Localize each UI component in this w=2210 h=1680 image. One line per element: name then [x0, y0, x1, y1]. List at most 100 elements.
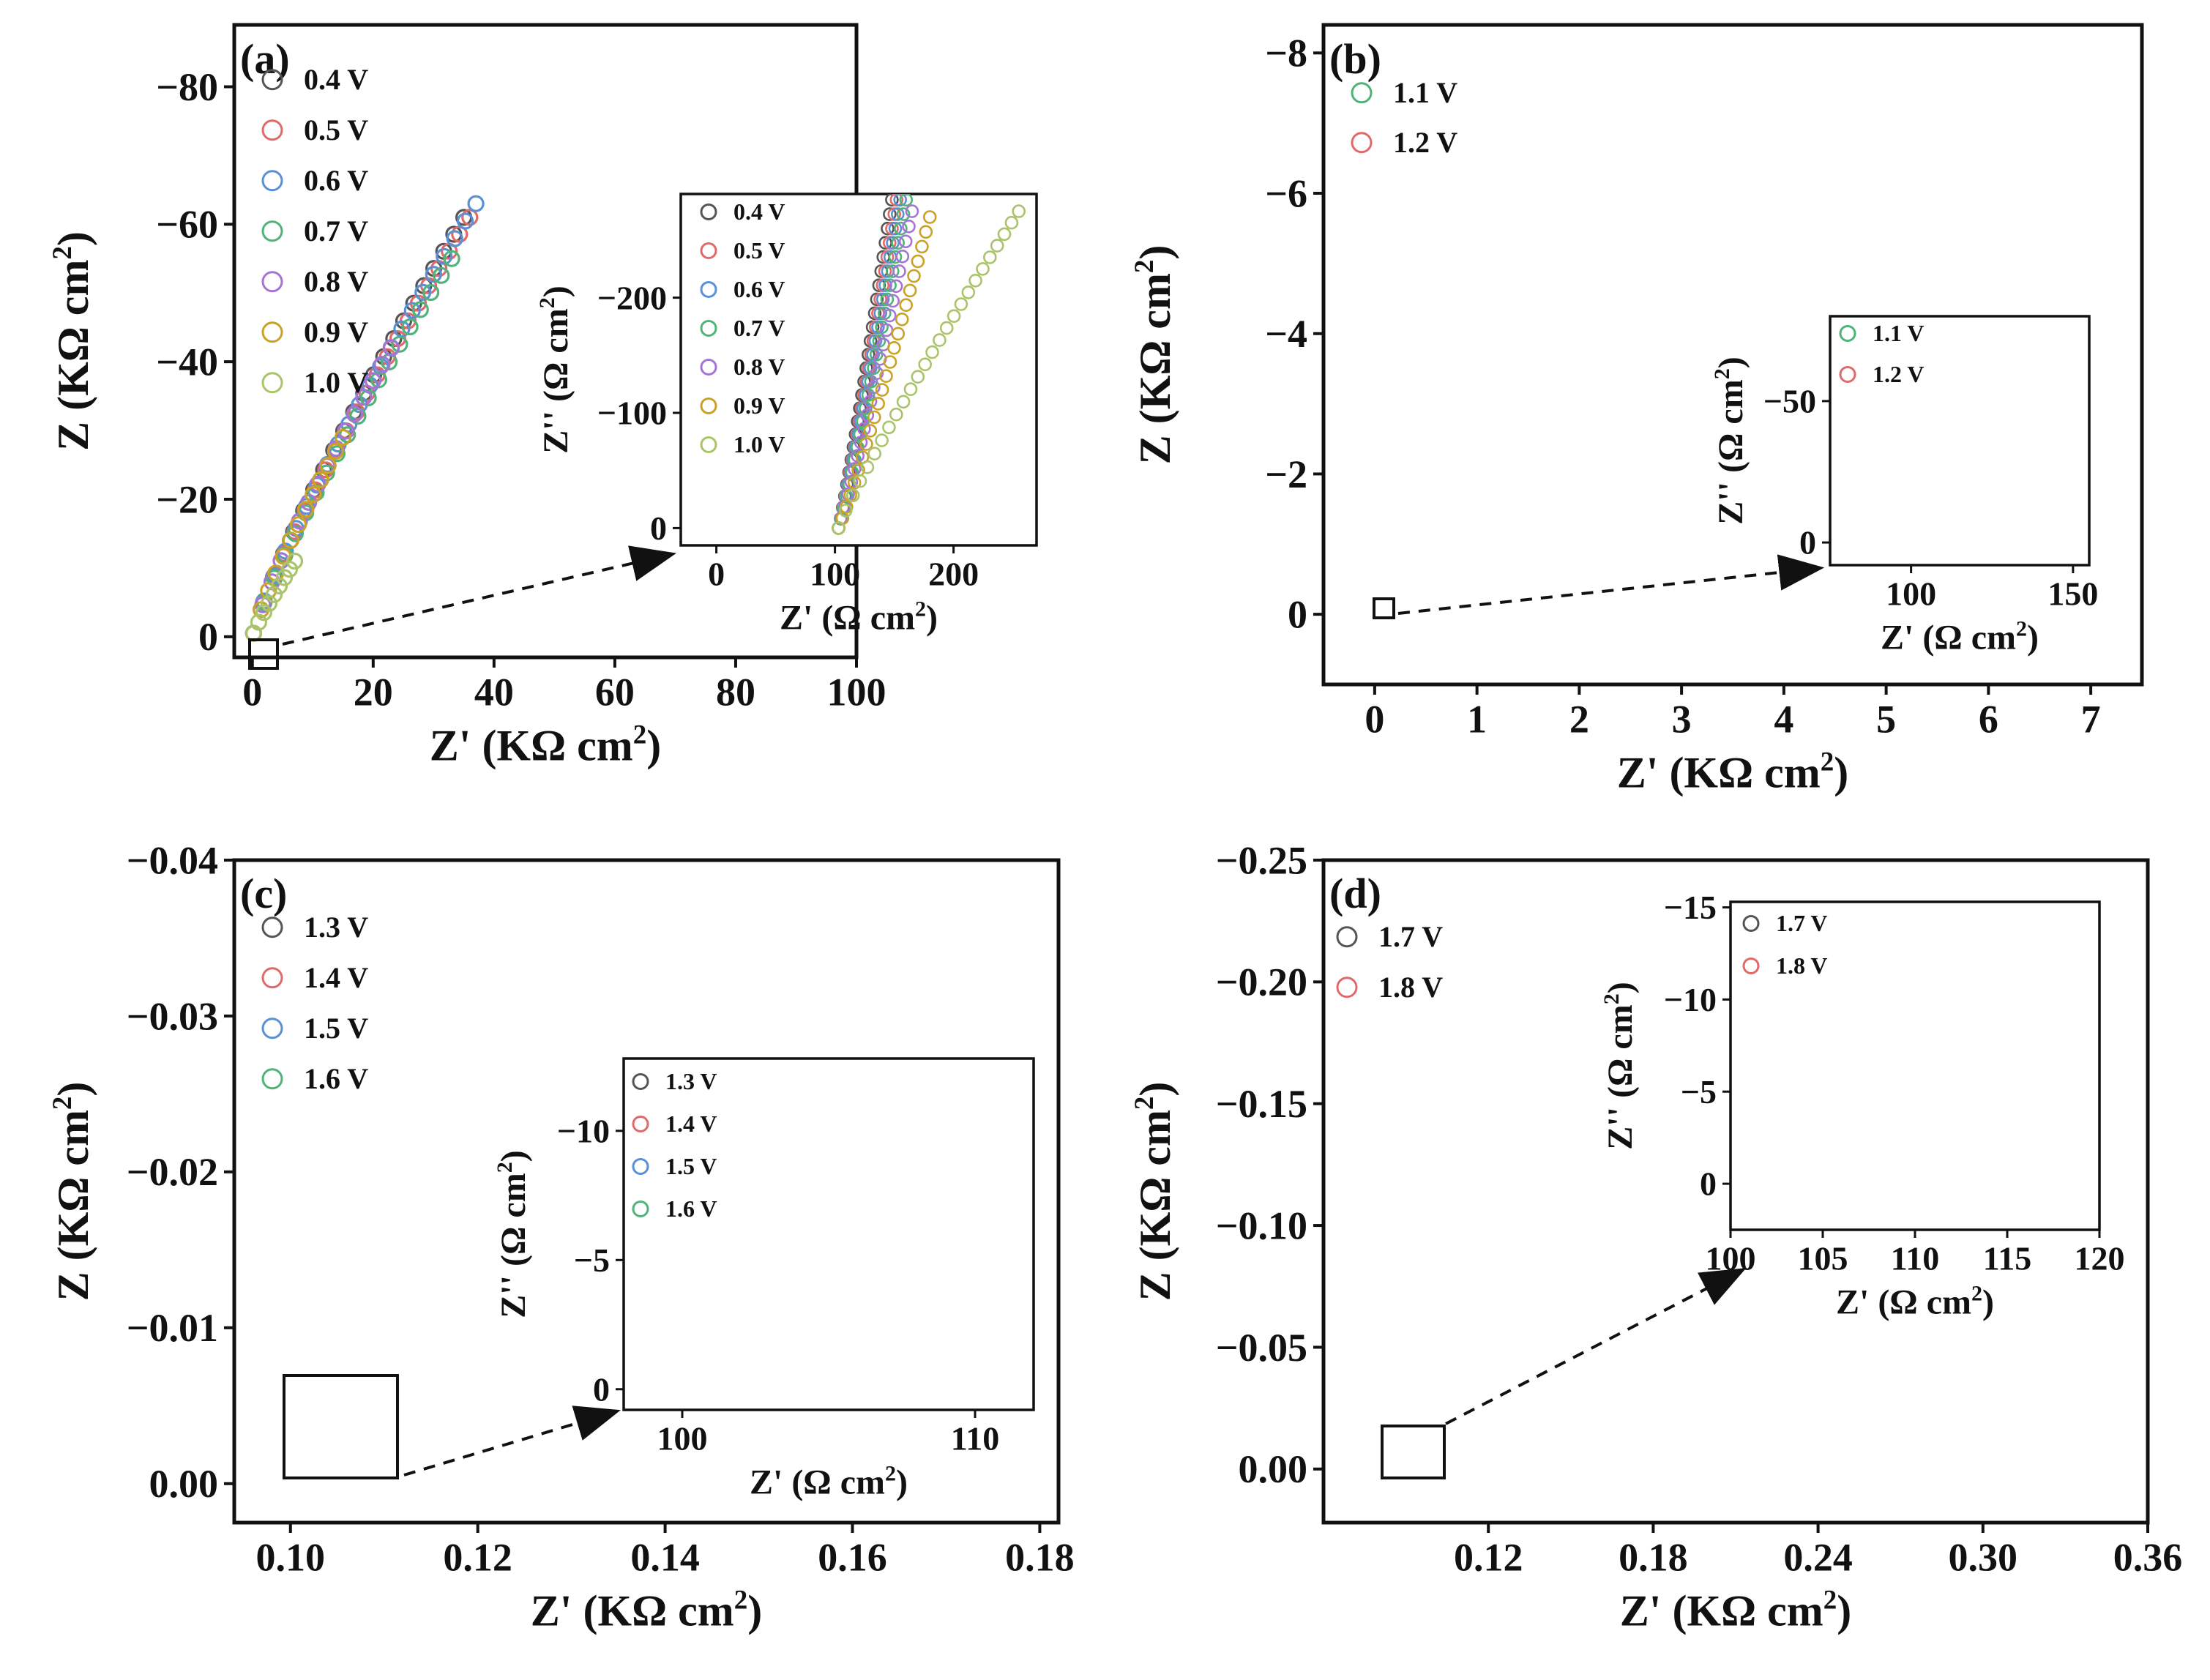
inset-y-tick-label: 0: [1700, 1165, 1717, 1203]
legend-marker: [700, 242, 717, 259]
data-point: [889, 407, 903, 422]
data-point: [346, 406, 363, 423]
legend-label: 1.4 V: [304, 961, 368, 994]
legend-marker: [261, 119, 283, 141]
data-point: [898, 234, 913, 249]
data-point: [382, 339, 400, 356]
legend-marker: [1742, 914, 1760, 932]
data-point: [467, 195, 485, 212]
inset-x-tick-label: 120: [2075, 1240, 2125, 1277]
data-point: [883, 355, 897, 369]
inset-frame: [1729, 900, 2101, 1231]
legend-label: 1.3 V: [304, 911, 368, 944]
data-point: [255, 604, 272, 621]
data-point: [863, 424, 878, 438]
panel-label: (c): [240, 870, 287, 917]
data-point: [446, 230, 463, 247]
legend-marker: [1336, 926, 1358, 948]
main-y-axis-label: Z (KΩ cm2): [1130, 245, 1179, 465]
main-x-axis-label: Z' (KΩ cm2): [430, 720, 661, 769]
data-point: [403, 302, 421, 319]
zoom-arrow: [403, 1405, 621, 1476]
main-y-tick-label: −6: [1265, 171, 1307, 215]
data-point: [876, 292, 890, 307]
data-point: [250, 613, 267, 631]
data-point: [373, 356, 391, 373]
legend-label: 1.4 V: [665, 1110, 717, 1137]
main-markers: [244, 195, 485, 642]
legend-label: 1.7 V: [1776, 910, 1828, 936]
legend-label: 0.8 V: [733, 354, 785, 380]
data-point: [334, 428, 352, 447]
main-x-tick-label: 1: [1467, 697, 1487, 741]
data-point: [879, 369, 893, 384]
data-point: [857, 422, 871, 436]
inset-x-axis-label: Z' (Ω cm2): [1836, 1282, 1994, 1322]
legend-marker: [1839, 324, 1856, 342]
main-y-tick-label: 0: [1288, 593, 1307, 637]
data-point: [903, 382, 918, 397]
data-point: [983, 250, 997, 264]
main-x-tick-label: 0.12: [443, 1535, 512, 1579]
data-point: [873, 306, 887, 321]
inset-x-tick-label: 200: [928, 556, 979, 593]
legend-label: 0.7 V: [304, 214, 368, 247]
data-point: [859, 437, 873, 451]
data-point: [422, 283, 440, 302]
data-point: [461, 209, 479, 226]
main-x-tick-label: 0: [1365, 697, 1384, 741]
main-x-tick-label: 2: [1569, 697, 1589, 741]
main-x-tick-label: 4: [1774, 697, 1793, 741]
data-point: [868, 334, 883, 348]
legend-label: 1.2 V: [1393, 126, 1457, 159]
legend-label: 1.0 V: [304, 366, 368, 399]
data-point: [893, 194, 907, 207]
main-y-tick-label: −0.05: [1216, 1326, 1307, 1370]
inset-x-tick-label: 110: [1891, 1240, 1939, 1277]
inset-y-axis-label: Z'' (Ω cm2): [535, 285, 575, 453]
inset-y-tick-label: −200: [597, 279, 667, 316]
legend-label: 1.3 V: [665, 1068, 717, 1094]
data-point: [894, 221, 908, 236]
data-point: [401, 318, 419, 336]
data-point: [425, 266, 442, 283]
inset-y-tick-label: −50: [1763, 383, 1816, 420]
legend-label: 0.4 V: [304, 63, 368, 96]
main-x-tick-label: 6: [1979, 697, 1998, 741]
legend: 1.3 V 1.4 V 1.5 V 1.6 V: [261, 911, 368, 1095]
main-x-tick-label: 7: [2081, 697, 2101, 741]
zoom-region-box: [283, 1374, 399, 1479]
data-point: [885, 194, 899, 207]
main-y-axis-label: Z (KΩ cm2): [48, 1082, 97, 1302]
data-point: [888, 250, 903, 264]
inset-b: 100 150 0 −50 Z' (Ω cm2) Z'' (Ω cm2) 1.1 V 1.2 …: [1710, 315, 2098, 657]
data-point: [886, 264, 900, 278]
data-point: [275, 569, 294, 586]
main-x-tick-label: 80: [716, 670, 755, 714]
data-point: [433, 266, 450, 284]
legend-marker: [632, 1157, 649, 1175]
data-point: [845, 488, 860, 503]
inset-x-tick-label: 0: [708, 556, 725, 593]
data-point: [872, 334, 886, 348]
legend-label: 1.6 V: [665, 1195, 717, 1222]
main-y-tick-label: −0.15: [1216, 1082, 1307, 1126]
inset-x-tick-label: 150: [2047, 575, 2098, 613]
legend-marker: [1351, 82, 1373, 104]
inset-y-axis-label: Z'' (Ω cm2): [493, 1150, 533, 1318]
panel-c: 0.10 0.12 0.14 0.16 0.18 0.00 −0.01 −0.02 −0.03 −…: [48, 838, 1075, 1635]
panel-d: 0.12 0.18 0.24 0.30 0.36 0.00 −0.05 −0.10 −0.15 −…: [1130, 838, 2182, 1635]
main-x-tick-label: 0.36: [2113, 1535, 2183, 1579]
data-point: [888, 221, 903, 236]
data-point: [883, 278, 897, 293]
main-x-tick-label: 20: [354, 670, 393, 714]
data-point: [863, 394, 878, 408]
legend-label: 0.9 V: [733, 392, 785, 419]
main-x-tick-label: 40: [474, 670, 514, 714]
legend-marker: [261, 1068, 283, 1090]
data-point: [922, 210, 937, 224]
data-point: [870, 366, 884, 381]
main-x-tick-label: 0.24: [1783, 1535, 1853, 1579]
main-y-tick-label: −2: [1265, 452, 1307, 496]
legend-marker: [1742, 957, 1760, 974]
